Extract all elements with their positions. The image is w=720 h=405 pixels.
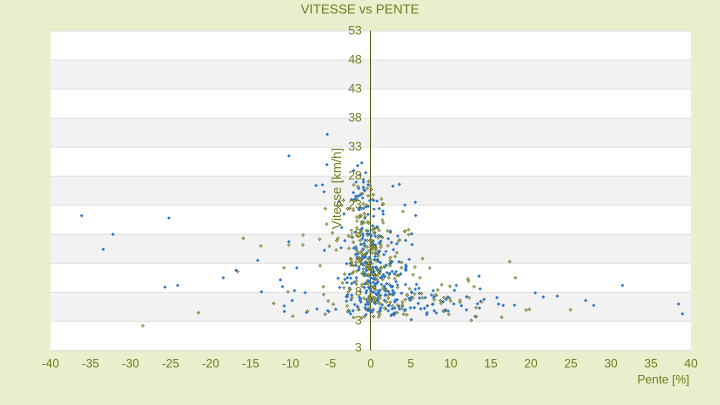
svg-text:30: 30 (604, 357, 618, 371)
svg-text:-25: -25 (162, 357, 180, 371)
svg-text:-40: -40 (42, 357, 60, 371)
svg-text:3: 3 (355, 341, 362, 355)
svg-text:53: 53 (348, 23, 362, 37)
svg-text:5: 5 (407, 357, 414, 371)
svg-text:-20: -20 (202, 357, 220, 371)
svg-text:38: 38 (348, 110, 362, 124)
svg-text:0: 0 (367, 357, 374, 371)
svg-text:Pente [%]: Pente [%] (637, 373, 689, 387)
svg-text:48: 48 (348, 52, 362, 66)
svg-text:VITESSE vs PENTE: VITESSE vs PENTE (301, 2, 420, 17)
svg-text:25: 25 (564, 357, 578, 371)
svg-text:3: 3 (355, 314, 362, 328)
svg-text:18: 18 (348, 227, 362, 241)
svg-text:-5: -5 (325, 357, 336, 371)
svg-text:-35: -35 (82, 357, 100, 371)
svg-text:-10: -10 (282, 357, 300, 371)
svg-text:-30: -30 (122, 357, 140, 371)
svg-text:10: 10 (444, 357, 458, 371)
svg-text:13: 13 (348, 256, 362, 270)
svg-text:23: 23 (348, 198, 362, 212)
svg-text:15: 15 (484, 357, 498, 371)
svg-text:40: 40 (684, 357, 698, 371)
svg-text:35: 35 (644, 357, 658, 371)
svg-text:Vitesse [km/h]: Vitesse [km/h] (329, 148, 344, 229)
svg-text:43: 43 (348, 81, 362, 95)
svg-text:33: 33 (348, 139, 362, 153)
svg-text:20: 20 (524, 357, 538, 371)
svg-text:8: 8 (355, 285, 362, 299)
svg-text:-15: -15 (242, 357, 260, 371)
svg-text:28: 28 (348, 169, 362, 183)
